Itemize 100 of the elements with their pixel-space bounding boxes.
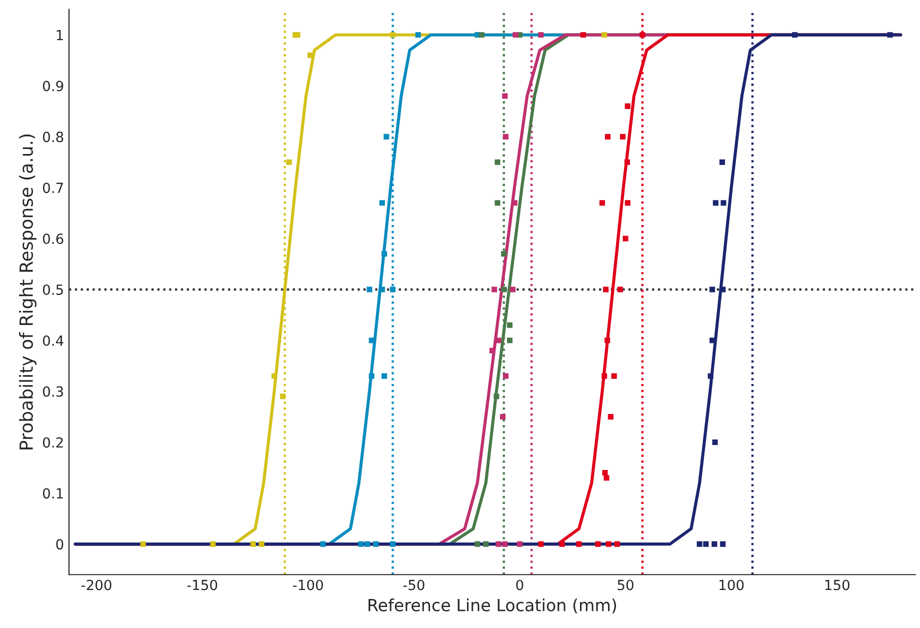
point <box>614 541 620 547</box>
y-tick-label: 1 <box>56 30 63 40</box>
point <box>608 414 614 420</box>
point <box>708 373 714 379</box>
point <box>506 322 513 328</box>
point <box>703 541 709 547</box>
point <box>390 32 396 38</box>
point <box>364 541 370 547</box>
point <box>483 541 489 547</box>
point <box>280 394 286 400</box>
point <box>390 286 396 292</box>
y-tick-label: 0.7 <box>42 182 63 194</box>
point <box>512 32 518 38</box>
x-tick-label: 150 <box>825 580 850 590</box>
point <box>624 200 630 206</box>
point <box>624 159 630 165</box>
point <box>384 134 390 140</box>
point <box>366 286 372 292</box>
point <box>501 251 507 257</box>
point <box>510 286 516 292</box>
point <box>622 236 628 242</box>
point <box>382 251 388 257</box>
x-tick-label: -100 <box>293 580 323 590</box>
point <box>379 200 385 206</box>
y-tick-label: 0.8 <box>42 132 64 142</box>
point <box>580 32 586 38</box>
point <box>506 338 513 344</box>
x-tick-label: -200 <box>81 580 112 590</box>
point <box>559 541 565 547</box>
point <box>271 373 278 379</box>
x-tick-label: 100 <box>720 580 744 590</box>
point <box>611 373 617 379</box>
y-tick-label: 0.1 <box>42 488 63 499</box>
point <box>502 373 509 379</box>
y-axis-title: Probability of Right Response (a.u.) <box>19 134 36 450</box>
point <box>286 159 292 165</box>
point <box>538 32 544 38</box>
point <box>494 159 500 165</box>
point <box>538 541 544 547</box>
x-tick-label: -50 <box>403 580 424 590</box>
point <box>258 541 264 547</box>
point <box>382 373 388 379</box>
point <box>602 470 608 476</box>
point <box>602 373 608 379</box>
point <box>474 541 480 547</box>
point <box>604 134 611 140</box>
point <box>720 200 726 206</box>
point <box>492 286 498 292</box>
y-tick-label: 0.3 <box>42 386 64 397</box>
point <box>887 32 893 38</box>
point <box>604 338 610 344</box>
point <box>602 32 608 38</box>
point <box>599 200 606 206</box>
point <box>140 541 146 547</box>
point <box>719 159 725 165</box>
point <box>606 541 612 547</box>
point <box>502 134 509 140</box>
point <box>358 541 364 547</box>
y-tick-label: 0.4 <box>42 335 64 346</box>
point <box>712 541 718 547</box>
y-tick-label: 0.6 <box>42 234 64 244</box>
x-axis-title: Reference Line Location (mm) <box>368 598 616 614</box>
point <box>320 541 326 547</box>
point <box>500 414 506 420</box>
point <box>368 373 374 379</box>
point <box>373 541 379 547</box>
point <box>640 32 646 38</box>
point <box>250 541 256 547</box>
point <box>712 200 718 206</box>
point <box>494 394 500 400</box>
y-tick-label: 0.9 <box>42 80 64 92</box>
point <box>478 32 484 38</box>
point <box>501 286 507 292</box>
point <box>604 475 610 481</box>
point <box>415 32 421 38</box>
point <box>210 541 216 547</box>
point <box>712 439 718 446</box>
point <box>595 541 601 547</box>
point <box>390 541 396 547</box>
point <box>502 541 508 547</box>
point <box>576 541 582 547</box>
point <box>494 200 500 206</box>
point <box>696 541 702 547</box>
x-tick-label: 50 <box>618 580 634 590</box>
point <box>617 286 623 292</box>
x-tick-label: -150 <box>187 580 218 590</box>
point <box>502 93 508 99</box>
x-tick-label: 0 <box>516 580 524 590</box>
point <box>620 134 626 140</box>
point <box>603 286 609 292</box>
point <box>720 541 726 547</box>
y-tick-label: 0.5 <box>42 284 63 295</box>
point <box>496 541 502 547</box>
y-tick-label: 0.2 <box>42 437 63 448</box>
point <box>307 52 313 58</box>
point <box>516 541 522 547</box>
point <box>709 286 716 292</box>
point <box>624 103 630 109</box>
point <box>792 32 798 38</box>
y-tick-label: 0 <box>56 539 64 550</box>
